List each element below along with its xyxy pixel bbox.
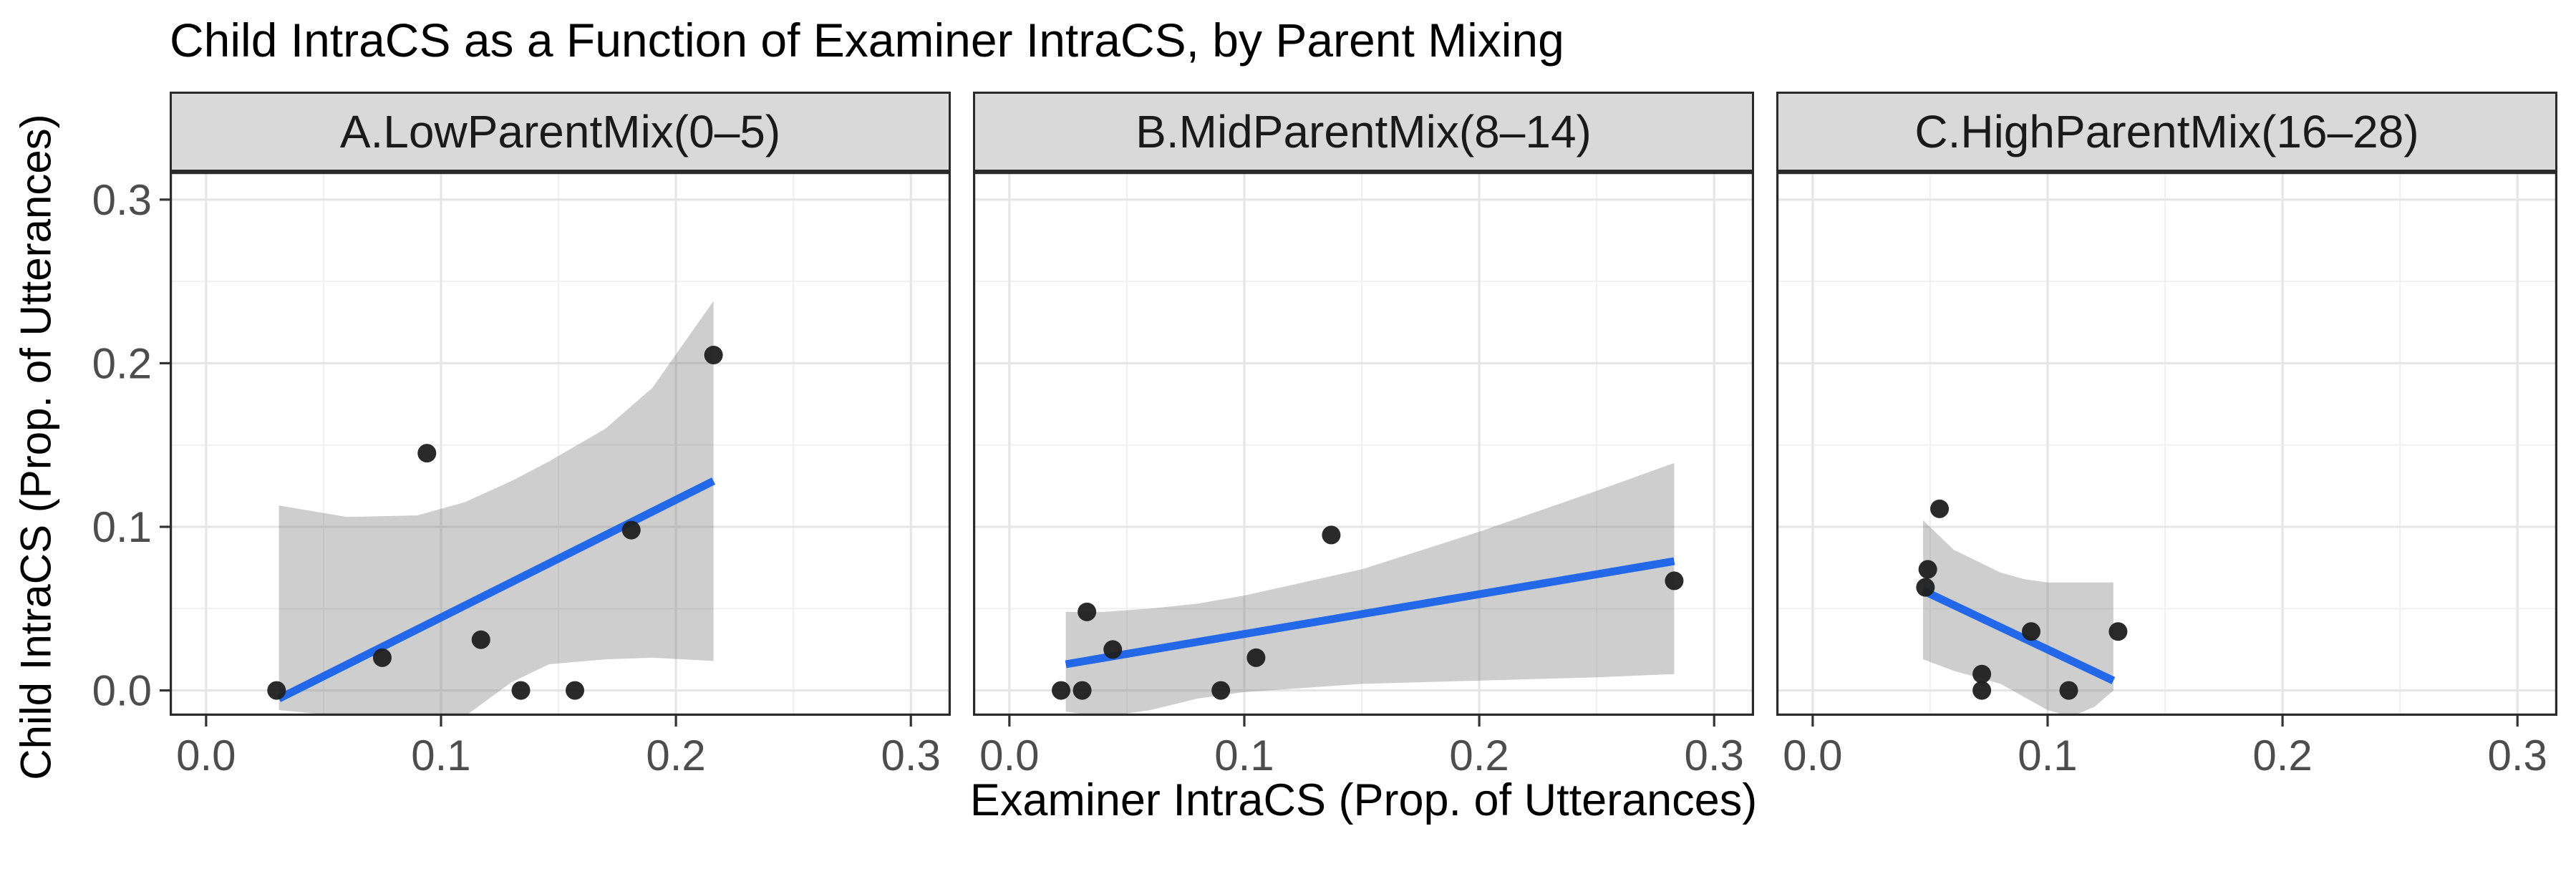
data-point bbox=[2059, 681, 2078, 700]
data-point bbox=[2022, 622, 2041, 641]
facet-strip-b: B.MidParentMix(8–14) bbox=[973, 92, 1754, 172]
x-tick-label: 0.3 bbox=[1685, 732, 1744, 779]
data-point bbox=[1072, 681, 1092, 700]
y-tick-label: 0.2 bbox=[92, 339, 152, 387]
x-axis-ticks: 0.0 0.1 0.2 0.3 bbox=[1783, 716, 2547, 779]
gridlines-minor bbox=[170, 172, 951, 716]
data-point bbox=[1972, 681, 1992, 700]
data-point bbox=[1246, 648, 1266, 667]
data-point bbox=[1972, 664, 1992, 684]
data-point bbox=[1052, 681, 1071, 700]
data-point bbox=[1930, 499, 1950, 518]
data-points bbox=[1052, 525, 1684, 700]
facet-strip-a-label: A.LowParentMix(0–5) bbox=[339, 106, 781, 157]
data-point bbox=[2108, 622, 2128, 641]
data-point bbox=[372, 648, 392, 667]
gridlines-minor bbox=[973, 172, 1754, 716]
data-point bbox=[267, 681, 286, 700]
facet-panel-a: 0.0 0.1 0.2 0.3 bbox=[170, 172, 951, 779]
y-axis-ticks: 0.0 0.1 0.2 0.3 bbox=[92, 176, 170, 715]
gridlines-major bbox=[170, 172, 951, 716]
x-tick-label: 0.0 bbox=[1783, 732, 1842, 779]
x-tick-label: 0.0 bbox=[176, 732, 236, 779]
x-tick-label: 0.3 bbox=[881, 732, 941, 779]
data-point bbox=[1211, 681, 1231, 700]
data-point bbox=[621, 520, 641, 540]
regression-line bbox=[277, 477, 716, 702]
facet-strip-b-label: B.MidParentMix(8–14) bbox=[1136, 106, 1592, 157]
panel-border bbox=[973, 172, 1754, 716]
panel-background bbox=[170, 172, 951, 716]
y-tick-label: 0.1 bbox=[92, 503, 152, 551]
facet-strip-c-label: C.HighParentMix(16–28) bbox=[1914, 106, 2419, 157]
x-tick-label: 0.2 bbox=[2252, 732, 2312, 779]
panel-border bbox=[1776, 172, 2557, 716]
data-point bbox=[566, 681, 585, 700]
confidence-ribbon bbox=[1065, 462, 1675, 716]
panel-background bbox=[973, 172, 1754, 716]
regression-line bbox=[1065, 557, 1675, 669]
x-axis-ticks: 0.0 0.1 0.2 0.3 bbox=[176, 716, 941, 779]
x-tick-label: 0.1 bbox=[411, 732, 470, 779]
data-point bbox=[471, 630, 490, 649]
y-tick-label: 0.0 bbox=[92, 667, 152, 715]
chart-title: Child IntraCS as a Function of Examiner … bbox=[170, 14, 1564, 67]
data-point bbox=[1103, 640, 1123, 659]
facet-strip-c: C.HighParentMix(16–28) bbox=[1776, 92, 2557, 172]
x-axis-title: Examiner IntraCS (Prop. of Utterances) bbox=[969, 775, 1758, 825]
gridlines-major bbox=[1776, 172, 2557, 716]
data-point bbox=[1916, 578, 1935, 597]
data-point bbox=[417, 444, 437, 463]
chart-page: { "title": "Child IntraCS as a Function … bbox=[11, 14, 2557, 825]
y-axis-gutter: 0.0 0.1 0.2 0.3 bbox=[92, 176, 170, 715]
data-point bbox=[1918, 560, 1937, 579]
y-tick-label: 0.3 bbox=[92, 176, 152, 224]
data-point bbox=[1078, 602, 1097, 621]
facet-strip-a: A.LowParentMix(0–5) bbox=[170, 92, 951, 172]
x-tick-label: 0.2 bbox=[646, 732, 705, 779]
gridlines-minor bbox=[1776, 172, 2557, 716]
data-point bbox=[704, 346, 723, 364]
facet-panel-b: 0.0 0.1 0.2 0.3 bbox=[973, 172, 1754, 779]
x-tick-label: 0.0 bbox=[979, 732, 1039, 779]
x-tick-label: 0.3 bbox=[2488, 732, 2547, 779]
x-axis-ticks: 0.0 0.1 0.2 0.3 bbox=[979, 716, 1744, 779]
confidence-ribbon bbox=[279, 301, 714, 716]
gridlines-major bbox=[973, 172, 1754, 716]
data-point bbox=[511, 681, 531, 700]
data-points bbox=[267, 346, 723, 700]
regression-line bbox=[1921, 587, 2116, 684]
facet-panel-c: 0.0 0.1 0.2 0.3 bbox=[1776, 172, 2557, 779]
panel-border bbox=[170, 172, 951, 716]
panel-background bbox=[1776, 172, 2557, 716]
x-tick-label: 0.1 bbox=[2018, 732, 2077, 779]
x-tick-label: 0.1 bbox=[1214, 732, 1274, 779]
data-points bbox=[1916, 499, 2128, 700]
data-point bbox=[1322, 525, 1341, 545]
data-point bbox=[1665, 571, 1684, 591]
x-tick-label: 0.2 bbox=[1449, 732, 1509, 779]
confidence-ribbon bbox=[1923, 520, 2113, 716]
